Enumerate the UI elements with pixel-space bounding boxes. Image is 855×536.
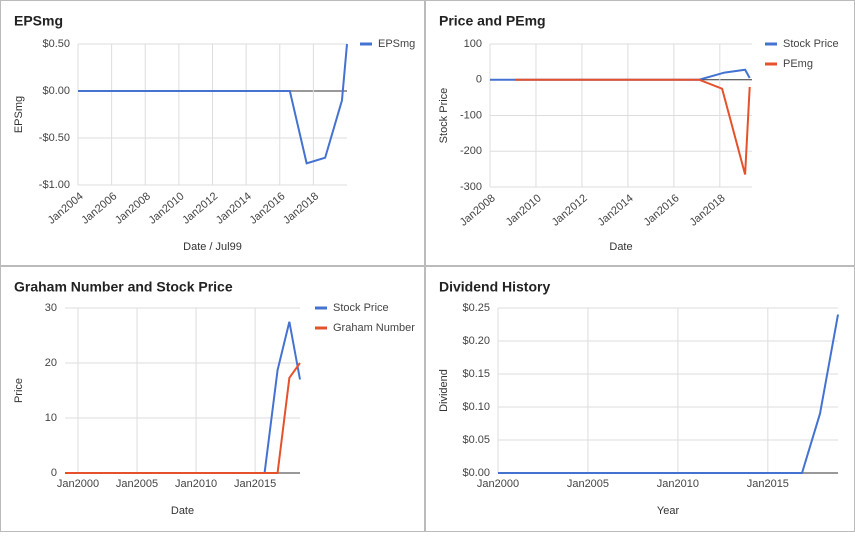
x-tick-label: Jan2010 (657, 478, 699, 490)
data-line (515, 78, 751, 175)
y-axis-title: Dividend (438, 369, 450, 412)
legend-label: Stock Price (333, 302, 389, 314)
x-tick-label: Jan2000 (57, 478, 99, 490)
chart-title: Graham Number and Stock Price (14, 279, 233, 295)
y-tick-label: -$0.50 (39, 132, 70, 144)
legend-label: PEmg (783, 58, 813, 70)
x-tick-label: Jan2005 (567, 478, 609, 490)
y-tick-label: 0 (476, 74, 482, 86)
x-axis-title: Date (171, 505, 194, 517)
y-axis-title: EPSmg (13, 96, 25, 133)
y-tick-label: 20 (45, 357, 57, 369)
x-tick-label: Jan2010 (175, 478, 217, 490)
y-tick-label: $0.10 (462, 401, 490, 413)
legend-label: EPSmg (378, 38, 415, 50)
panel-border (0, 266, 425, 532)
x-tick-label: Jan2005 (116, 478, 158, 490)
x-tick-label: Jan2015 (747, 478, 789, 490)
y-tick-label: -$1.00 (39, 179, 70, 191)
y-axis-title: Stock Price (438, 88, 450, 144)
x-tick-label: Jan2000 (477, 478, 519, 490)
chart-title: Price and PEmg (439, 13, 546, 29)
y-tick-label: -100 (460, 109, 482, 121)
y-tick-label: $0.00 (42, 85, 70, 97)
y-tick-label: 100 (464, 38, 482, 50)
y-tick-label: 10 (45, 412, 57, 424)
x-axis-title: Date (609, 241, 632, 253)
y-tick-label: -300 (460, 181, 482, 193)
legend-label: Graham Number (333, 322, 415, 334)
chart-title: EPSmg (14, 13, 63, 29)
y-tick-label: 30 (45, 302, 57, 314)
chart-title: Dividend History (439, 279, 550, 295)
legend-label: Stock Price (783, 38, 839, 50)
y-tick-label: $0.05 (462, 434, 490, 446)
data-line (65, 362, 301, 474)
y-tick-label: $0.00 (462, 467, 490, 479)
data-line (498, 314, 839, 474)
chart-panel: EPSmg$0.50$0.00-$0.50-$1.00Jan2004Jan200… (0, 0, 425, 266)
y-tick-label: $0.25 (462, 302, 490, 314)
y-tick-label: -200 (460, 145, 482, 157)
chart-panel: Dividend History $0.25 $0.20 $0.15 $0.10 $0.0… (425, 266, 855, 532)
y-tick-label: $0.50 (42, 38, 70, 50)
y-tick-label: $0.15 (462, 368, 490, 380)
x-axis-title: Date / Jul99 (183, 241, 242, 253)
x-axis-title: Year (657, 505, 680, 517)
panel-border (425, 266, 855, 532)
panel-border (425, 0, 855, 266)
y-tick-label: 0 (51, 467, 57, 479)
chart-panel: Graham Number and Stock Price 0 10 20 30 Jan2… (0, 266, 425, 532)
y-axis-title: Price (13, 378, 25, 403)
y-tick-label: $0.20 (462, 335, 490, 347)
x-tick-label: Jan2015 (234, 478, 276, 490)
data-line (78, 43, 348, 165)
